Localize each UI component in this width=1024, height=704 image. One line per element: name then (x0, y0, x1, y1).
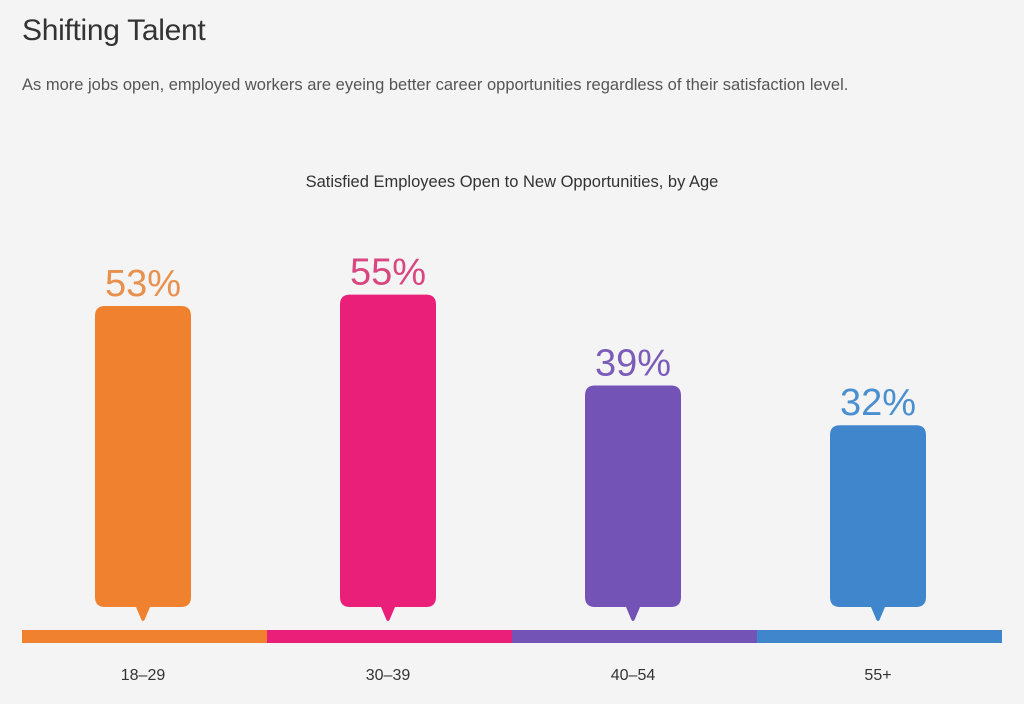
category-label-4: 55+ (864, 667, 891, 684)
category-label-3: 40–54 (611, 667, 656, 684)
bar-2 (340, 294, 436, 621)
base-band-1 (22, 630, 267, 643)
data-label-1: 53% (105, 263, 181, 305)
category-label-2: 30–39 (366, 667, 411, 684)
base-band-3 (512, 630, 757, 643)
page-title: Shifting Talent (22, 14, 206, 47)
base-band-4 (757, 630, 1002, 643)
category-label-1: 18–29 (121, 667, 166, 684)
bar-1 (95, 305, 191, 621)
data-label-3: 39% (595, 342, 671, 384)
bar-3 (585, 385, 681, 621)
data-label-2: 55% (350, 252, 426, 294)
bar-4 (830, 425, 926, 621)
data-label-4: 32% (840, 382, 916, 424)
chart-title: Satisfied Employees Open to New Opportun… (305, 173, 719, 191)
page-subtitle: As more jobs open, employed workers are … (22, 76, 849, 94)
base-band-2 (267, 630, 512, 643)
